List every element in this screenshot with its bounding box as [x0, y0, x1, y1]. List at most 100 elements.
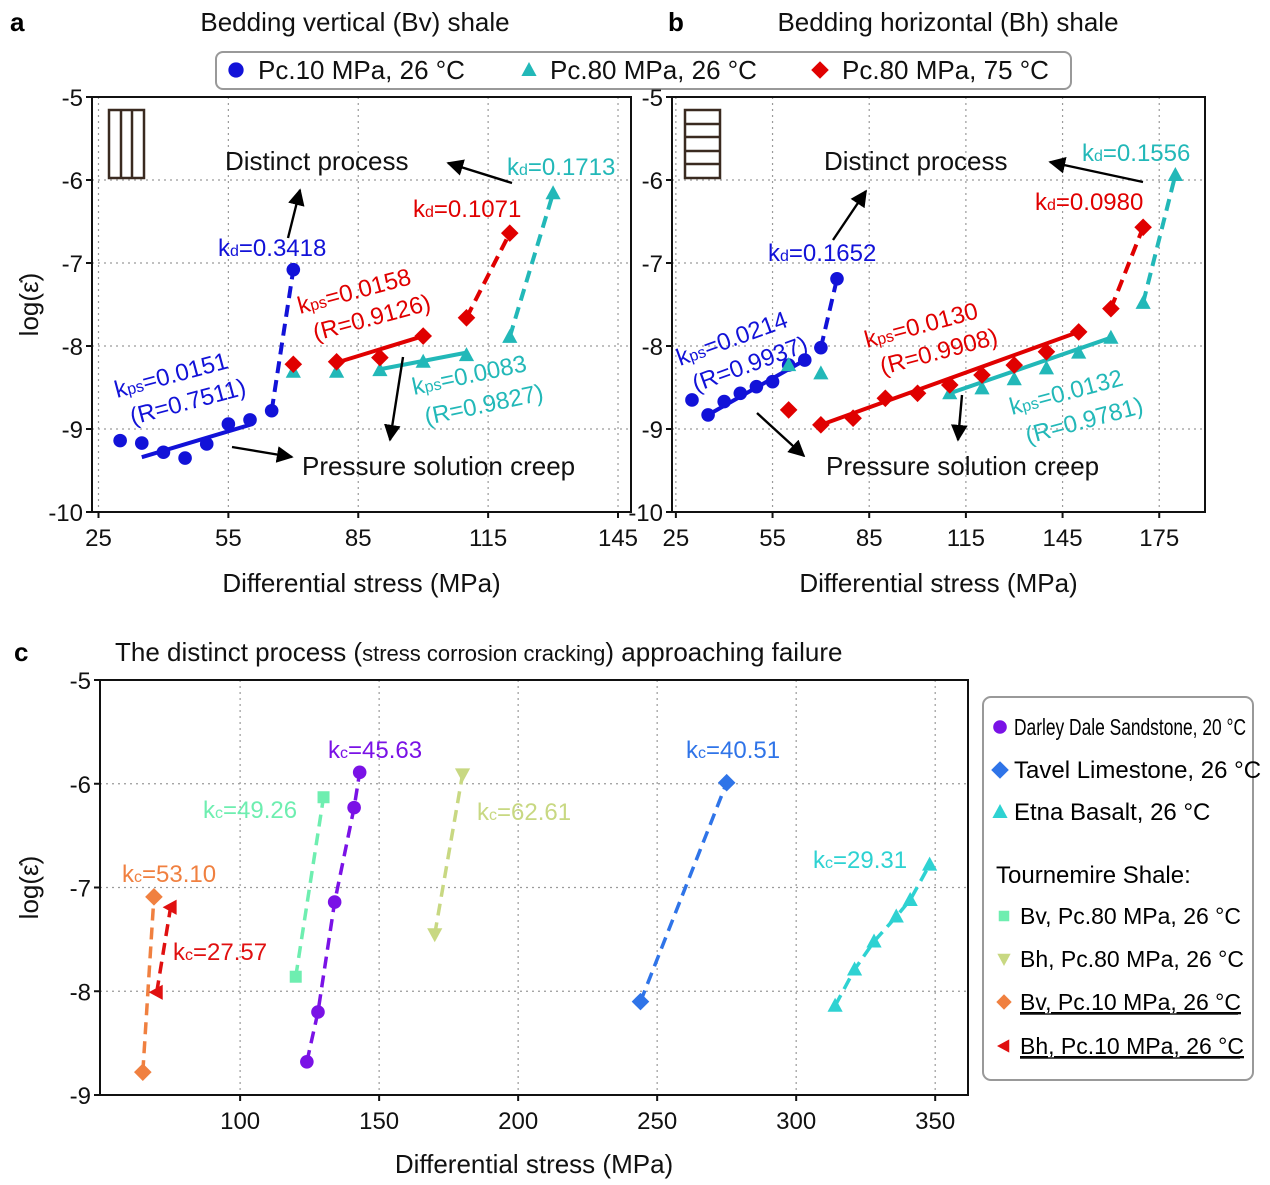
data-point — [1103, 329, 1119, 344]
data-point — [940, 376, 959, 394]
kc-purple-label: kc=45.63 — [328, 737, 422, 764]
panel-a-letter: a — [10, 7, 25, 37]
trend-line-dashed — [433, 774, 465, 935]
panel-c-plot: 100 150 200 250 300 350 -5 -6 -7 -8 -9 Differential… — [14, 668, 969, 1179]
kc-cyan-label: kc=29.31 — [813, 847, 907, 874]
data-point — [1037, 343, 1056, 361]
legend-marker-triangle-left — [997, 1039, 1010, 1053]
series-tavel-limestone-26-c — [631, 773, 736, 1011]
data-point — [1005, 356, 1024, 374]
data-point — [311, 1005, 325, 1019]
data-point — [876, 389, 895, 408]
legend-label-tavel: Tavel Limestone, 26 °C — [1014, 757, 1261, 784]
y-tick-label: -7 — [70, 876, 91, 903]
kd-red-label: kd=0.0980 — [1035, 189, 1143, 216]
panel-c-annotations: kc=45.63 kc=49.26 kc=62.61 kc=53.10 kc=2… — [122, 737, 907, 966]
x-tick-label: 115 — [947, 525, 985, 552]
data-point — [1135, 294, 1151, 309]
y-tick-label: -10 — [48, 500, 83, 527]
data-point — [1038, 360, 1055, 375]
y-tick-label: -8 — [62, 334, 83, 361]
kc-blue-label: kc=40.51 — [686, 737, 780, 764]
data-point — [717, 394, 732, 409]
x-tick-label: 85 — [345, 525, 372, 552]
series-bh-pc-80-mpa-26-c — [427, 768, 471, 943]
series-bv-pc-80-mpa-26-c — [289, 791, 330, 983]
data-point — [162, 899, 177, 915]
data-point — [830, 271, 844, 286]
y-tick-label: -5 — [642, 85, 663, 112]
data-point — [1134, 218, 1152, 237]
fit-line-solid — [949, 335, 1112, 396]
x-tick-label: 55 — [215, 525, 242, 552]
data-point — [286, 262, 301, 277]
arrow-icon — [950, 394, 968, 442]
data-point — [427, 928, 443, 943]
data-point — [243, 413, 257, 427]
x-axis-label: Differential stress (MPa) — [222, 568, 500, 598]
data-point — [347, 800, 361, 815]
data-point — [415, 353, 431, 368]
legend-label-bv80: Bv, Pc.80 MPa, 26 °C — [1020, 903, 1241, 929]
legend-label-bh80: Bh, Pc.80 MPa, 26 °C — [1020, 946, 1244, 972]
data-point — [631, 992, 650, 1011]
data-point — [414, 327, 432, 345]
kps-blue-label: kps=0.0214 (R=0.9937) — [673, 306, 812, 397]
panel-b-plot: 25 55 85 115 145 175 -5 -6 -7 -8 -9 -10 Differential… — [628, 85, 1206, 598]
data-point — [371, 348, 389, 367]
legend-label-bv10: Bv, Pc.10 MPa, 26 °C — [1020, 989, 1241, 1015]
data-point — [827, 997, 843, 1012]
y-tick-label: -6 — [62, 168, 83, 195]
data-point — [902, 891, 918, 906]
top-legend: Pc.10 MPa, 26 °C Pc.80 MPa, 26 °C Pc.80 … — [215, 51, 1072, 90]
data-point — [156, 445, 171, 460]
arrow-icon — [231, 445, 294, 463]
x-tick-label: 100 — [220, 1108, 260, 1135]
data-point — [1102, 299, 1120, 318]
legend-marker-triangle-up — [992, 804, 1008, 818]
legend-label-pc80-75: Pc.80 MPa, 75 °C — [842, 55, 1049, 85]
x-tick-label: 175 — [1139, 525, 1179, 552]
data-point — [701, 408, 715, 422]
y-tick-label: -8 — [642, 334, 663, 361]
trend-line-dashed — [638, 782, 729, 1003]
data-point — [974, 380, 990, 395]
distinct-process-label: Distinct process — [824, 146, 1008, 176]
legend-label-pc80-26: Pc.80 MPa, 26 °C — [550, 55, 757, 85]
panel-c-letter: c — [14, 637, 28, 667]
data-point — [685, 393, 699, 407]
y-tick-label: -6 — [642, 168, 663, 195]
data-point — [317, 791, 330, 804]
trend-line-dashed — [305, 772, 362, 1063]
x-tick-label: 200 — [498, 1108, 538, 1135]
vertical-bedding-icon — [107, 108, 146, 180]
y-tick-label: -9 — [642, 417, 663, 444]
data-point — [145, 888, 163, 906]
data-point — [765, 374, 780, 389]
data-point — [1071, 344, 1087, 359]
data-point — [1167, 167, 1183, 182]
data-point — [352, 765, 367, 780]
kc-red-label: kc=27.57 — [173, 939, 267, 966]
data-point — [458, 347, 475, 362]
legend-label-darley: Darley Dale Sandstone, 20 °C — [1014, 714, 1246, 740]
data-point — [888, 908, 904, 923]
data-point — [134, 436, 149, 450]
series-pc-80-mpa-26-c — [781, 167, 1183, 400]
data-point — [113, 433, 127, 448]
data-point — [327, 895, 342, 909]
arrow-icon — [286, 188, 305, 239]
data-point — [284, 355, 303, 374]
data-point — [329, 363, 345, 378]
data-point — [221, 417, 236, 431]
legend-marker-diamond — [991, 761, 1009, 779]
kc-mint-label: kc=49.26 — [203, 797, 297, 824]
data-point — [973, 366, 991, 384]
data-point — [199, 437, 214, 451]
arrow-icon — [384, 356, 405, 442]
data-point — [148, 984, 163, 1000]
pressure-solution-label: Pressure solution creep — [302, 451, 575, 481]
x-tick-label: 150 — [359, 1108, 399, 1135]
legend-marker-triangle-up — [521, 62, 537, 76]
